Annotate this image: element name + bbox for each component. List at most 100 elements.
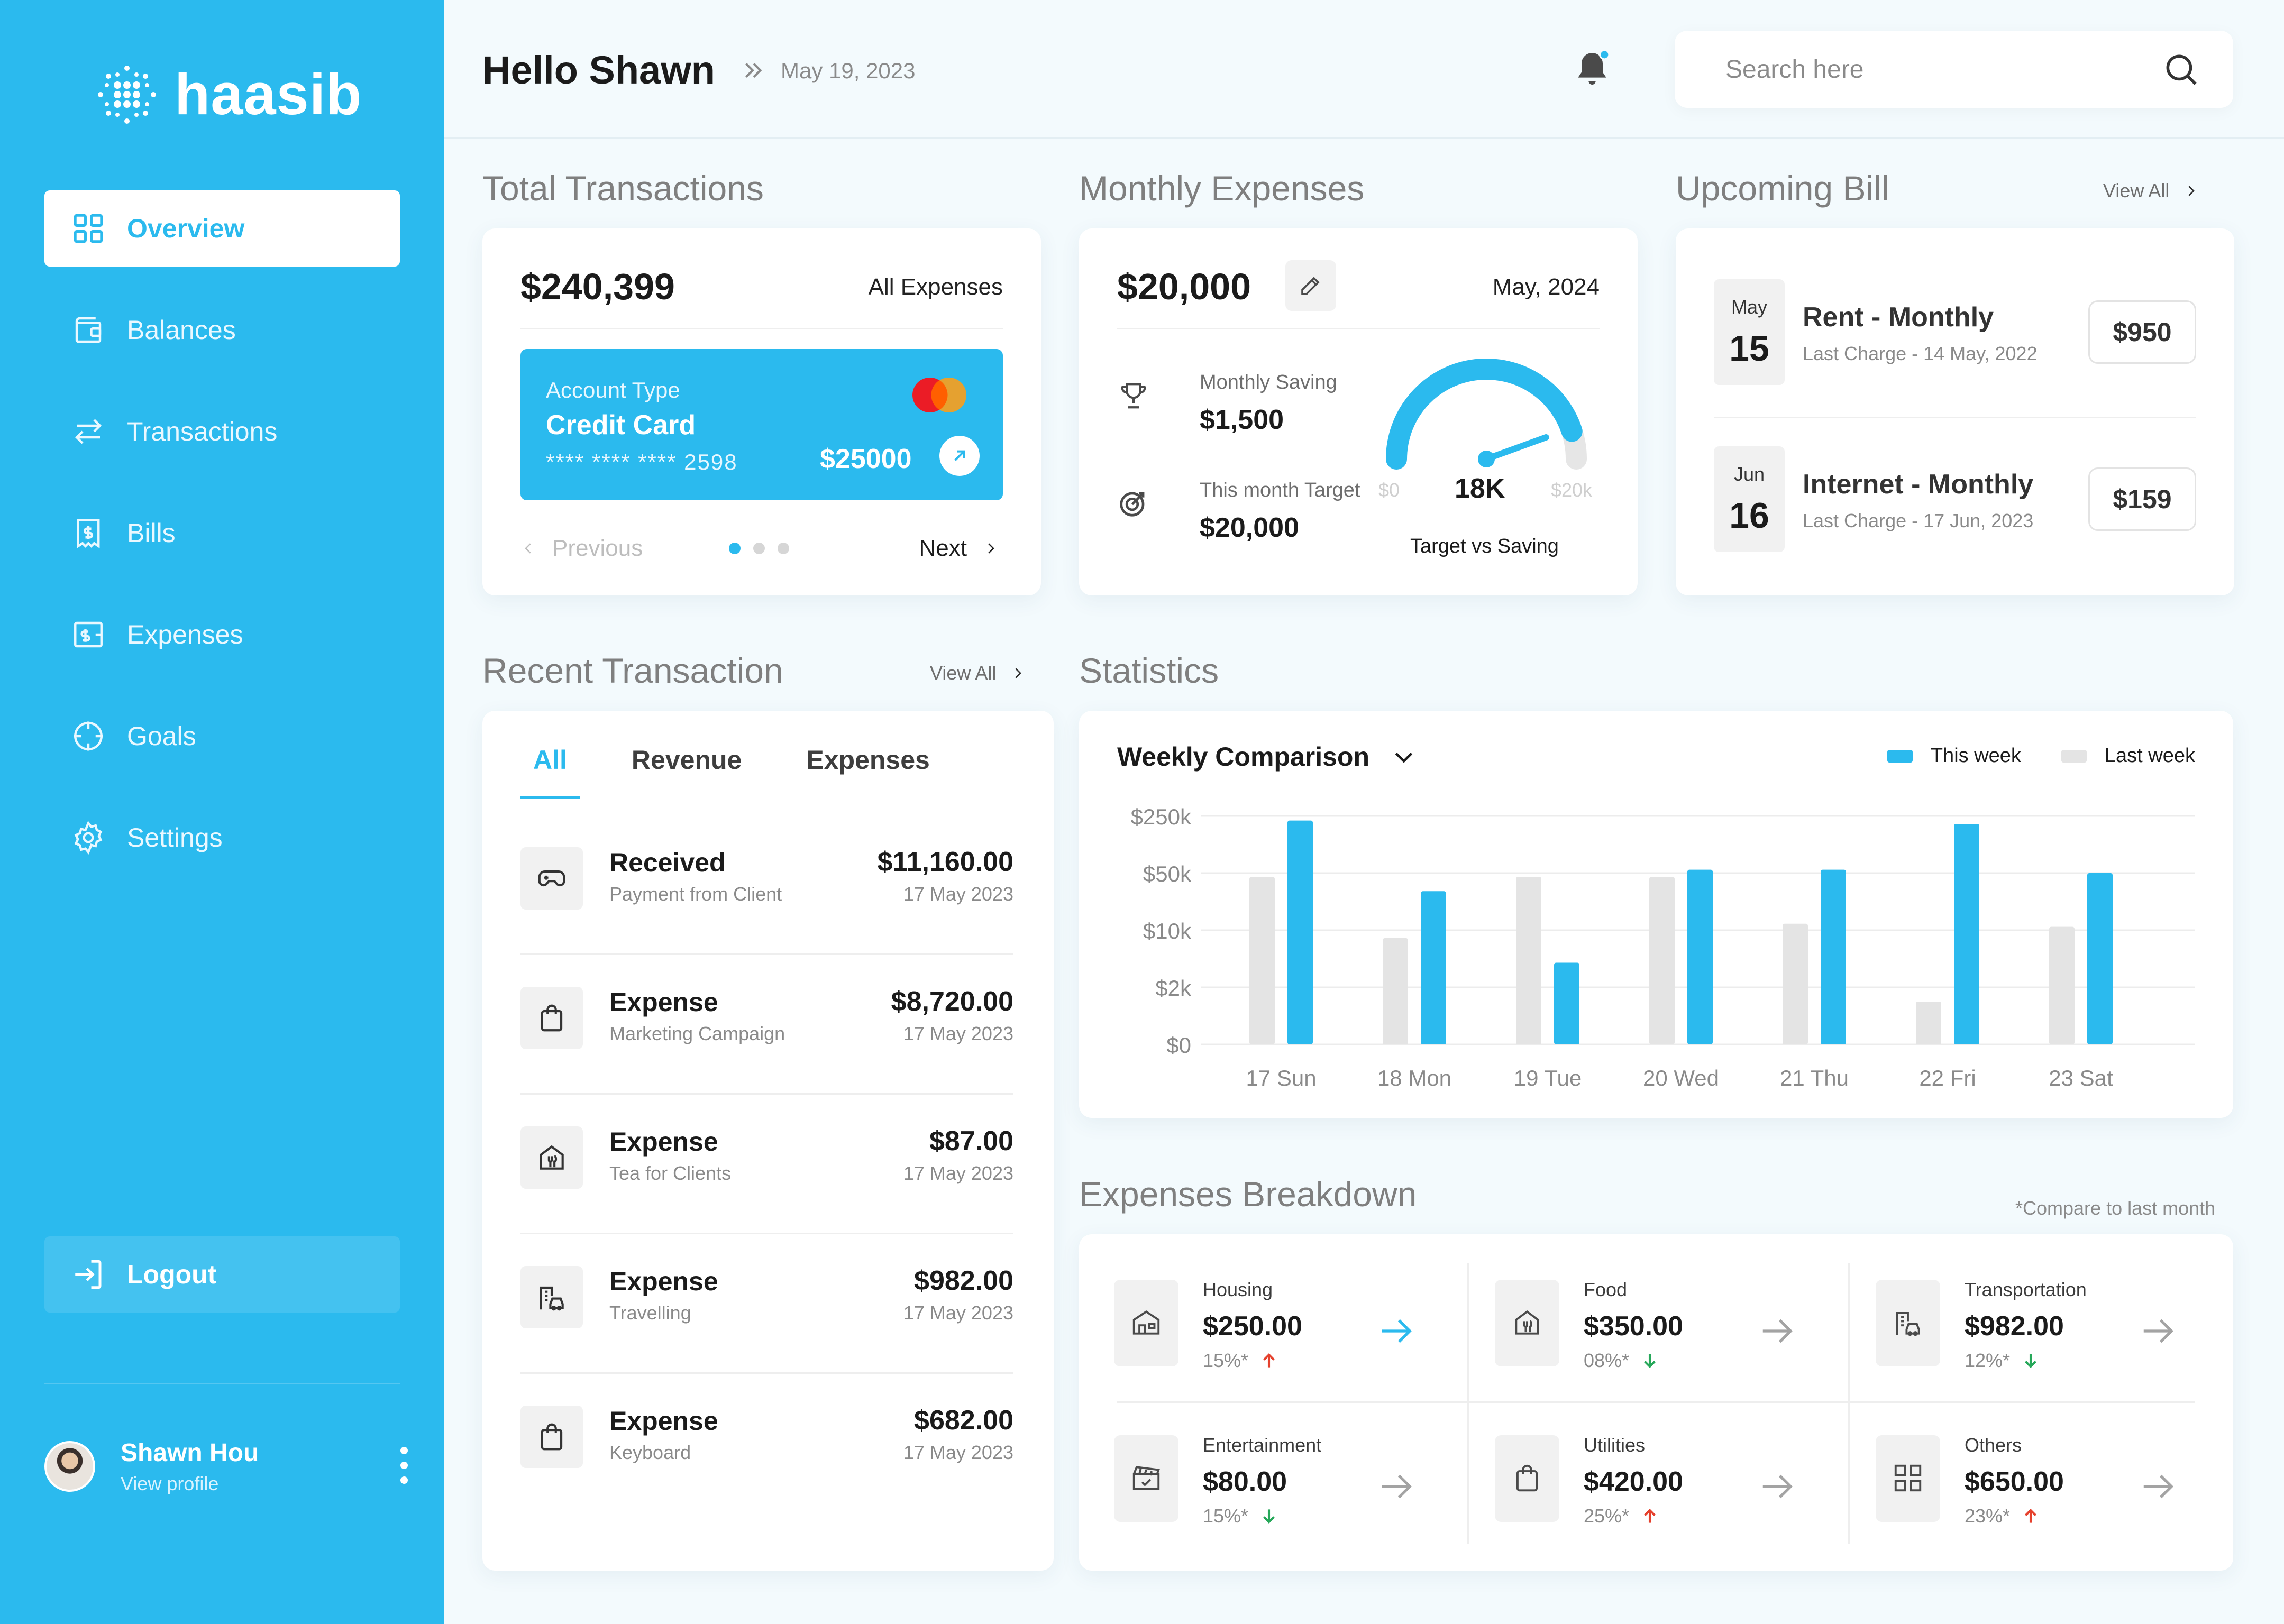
transaction-title: Expense <box>609 1406 718 1436</box>
carousel-dot[interactable] <box>753 543 765 554</box>
mastercard-icon <box>912 378 966 412</box>
chevron-right-icon <box>2188 186 2195 196</box>
sidebar-item-balances[interactable]: Balances <box>44 292 400 368</box>
divider <box>1117 1401 2195 1403</box>
legend-item-this-week[interactable]: This week <box>1887 745 2021 767</box>
sidebar-item-overview[interactable]: Overview <box>44 190 400 267</box>
bar-this-week <box>1287 820 1313 1044</box>
bar-last-week <box>1916 1002 1941 1044</box>
y-tick-label: $0 <box>1166 1033 1191 1058</box>
expense-category-transportation[interactable]: Transportation $982.00 12%* <box>1850 1234 2231 1388</box>
divider <box>1848 1263 1850 1544</box>
x-tick-label: 23 Sat <box>2049 1066 2113 1090</box>
x-tick-label: 21 Thu <box>1780 1066 1849 1090</box>
category-icon <box>1876 1280 1940 1366</box>
legend-item-last-week[interactable]: Last week <box>2061 745 2195 767</box>
arrow-right-icon[interactable] <box>1758 1313 1795 1350</box>
expense-category-entertainment[interactable]: Entertainment $80.00 15%* <box>1089 1390 1469 1543</box>
category-value: $982.00 <box>1965 1311 2064 1342</box>
view-profile-link[interactable]: View profile <box>121 1472 219 1494</box>
tab-all[interactable]: All <box>520 745 580 799</box>
arrow-right-icon[interactable] <box>2139 1313 2176 1350</box>
sidebar-item-transactions[interactable]: Transactions <box>44 393 400 470</box>
expense-category-utilities[interactable]: Utilities $420.00 25%* <box>1469 1390 1850 1543</box>
transaction-row[interactable]: Expense Marketing Campaign $8,720.00 17 … <box>520 955 1013 1095</box>
category-label: Housing <box>1203 1279 1273 1300</box>
sidebar-nav: Overview Balances Transactions Bills Exp… <box>44 190 400 901</box>
expenses-filter[interactable]: All Expenses <box>868 274 1003 300</box>
next-button[interactable]: Next <box>919 535 999 562</box>
legend-label: This week <box>1930 745 2021 767</box>
profile[interactable]: Shawn Hou View profile <box>44 1437 409 1495</box>
arrow-up-icon <box>2025 1509 2037 1523</box>
credit-card[interactable]: Account Type Credit Card **** **** **** … <box>520 349 1003 500</box>
card-open-button[interactable] <box>939 436 980 476</box>
bag-icon <box>541 1423 563 1451</box>
upcoming-bill-view-all[interactable]: View All <box>2103 180 2199 202</box>
upcoming-bill-card: May 15 Rent - Monthly Last Charge - 14 M… <box>1676 228 2234 595</box>
logout-icon <box>75 1260 102 1289</box>
arrow-up-right-icon <box>954 450 965 461</box>
notification-bell-icon[interactable] <box>1571 48 1613 90</box>
search-input[interactable] <box>1725 51 2149 88</box>
bag-icon <box>541 1004 563 1032</box>
transaction-description: Payment from Client <box>609 883 782 905</box>
arrow-right-icon[interactable] <box>2139 1468 2176 1505</box>
gauge-min: $0 <box>1378 479 1400 501</box>
trophy-icon <box>1121 383 1146 409</box>
transaction-row[interactable]: Received Payment from Client $11,160.00 … <box>520 815 1013 955</box>
bill-item[interactable]: Jun 16 Internet - Monthly Last Charge - … <box>1714 446 2196 552</box>
bar-this-week <box>1954 823 1979 1044</box>
bill-item[interactable]: May 15 Rent - Monthly Last Charge - 14 M… <box>1714 279 2196 385</box>
transaction-row[interactable]: Expense Travelling $982.00 17 May 2023 <box>520 1234 1013 1374</box>
expense-category-others[interactable]: Others $650.00 23%* <box>1850 1390 2231 1543</box>
search-icon[interactable] <box>2161 50 2200 89</box>
sidebar-item-expenses[interactable]: Expenses <box>44 597 400 673</box>
tab-expenses[interactable]: Expenses <box>806 745 930 775</box>
transaction-row[interactable]: Expense Keyboard $682.00 17 May 2023 <box>520 1374 1013 1513</box>
weekly-comparison-dropdown[interactable]: Weekly Comparison <box>1117 741 1417 772</box>
monthly-expenses-card: $20,000 May, 2024 Monthly Saving $1,500 … <box>1079 228 1638 595</box>
transaction-amount: $11,160.00 <box>877 847 1013 877</box>
transaction-description: Marketing Campaign <box>609 1023 785 1044</box>
logout-button[interactable]: Logout <box>44 1236 400 1313</box>
bill-day: 15 <box>1729 328 1769 369</box>
sidebar-item-settings[interactable]: Settings <box>44 800 400 876</box>
avatar <box>44 1441 95 1492</box>
expense-category-food[interactable]: Food $350.00 08%* <box>1469 1234 1850 1388</box>
sidebar-divider <box>44 1383 400 1384</box>
category-change: 12%* <box>1965 1350 2041 1372</box>
gauge-needle <box>1483 434 1549 462</box>
arrow-right-icon[interactable] <box>1758 1468 1795 1505</box>
recent-transaction-view-all[interactable]: View All <box>930 662 1026 684</box>
legend-swatch <box>1887 749 1913 763</box>
category-label: Transportation <box>1965 1279 2087 1300</box>
sidebar-item-bills[interactable]: Bills <box>44 495 400 571</box>
gauge-max: $20k <box>1551 479 1593 501</box>
sidebar-item-goals[interactable]: Goals <box>44 698 400 774</box>
transaction-date: 17 May 2023 <box>903 1302 1013 1324</box>
tab-revenue[interactable]: Revenue <box>631 745 742 775</box>
expense-category-housing[interactable]: Housing $250.00 15%* <box>1089 1234 1469 1388</box>
arrow-right-icon[interactable] <box>1377 1313 1414 1350</box>
bar-this-week <box>1421 891 1446 1044</box>
sidebar-item-label: Bills <box>127 518 176 548</box>
logout-label: Logout <box>127 1260 217 1289</box>
arrow-right-icon[interactable] <box>1377 1468 1414 1505</box>
category-label: Entertainment <box>1203 1434 1322 1456</box>
edit-button[interactable] <box>1285 260 1336 311</box>
chevron-down-icon <box>1395 753 1413 763</box>
sidebar-item-label: Expenses <box>127 620 243 649</box>
more-options-icon[interactable] <box>399 1447 409 1484</box>
previous-button[interactable]: Previous <box>520 535 643 562</box>
y-tick-label: $10k <box>1143 919 1192 943</box>
arrow-up-icon <box>1644 1509 1656 1523</box>
logo[interactable]: haasib <box>95 61 362 128</box>
carousel-dot[interactable] <box>778 543 789 554</box>
monthly-expenses-date[interactable]: May, 2024 <box>1492 274 1600 300</box>
change-percent: 12%* <box>1965 1350 2011 1371</box>
carousel-dot[interactable] <box>729 543 741 554</box>
transaction-row[interactable]: Expense Tea for Clients $87.00 17 May 20… <box>520 1095 1013 1234</box>
bar-this-week <box>2087 873 2113 1044</box>
x-tick-label: 19 Tue <box>1514 1066 1582 1090</box>
